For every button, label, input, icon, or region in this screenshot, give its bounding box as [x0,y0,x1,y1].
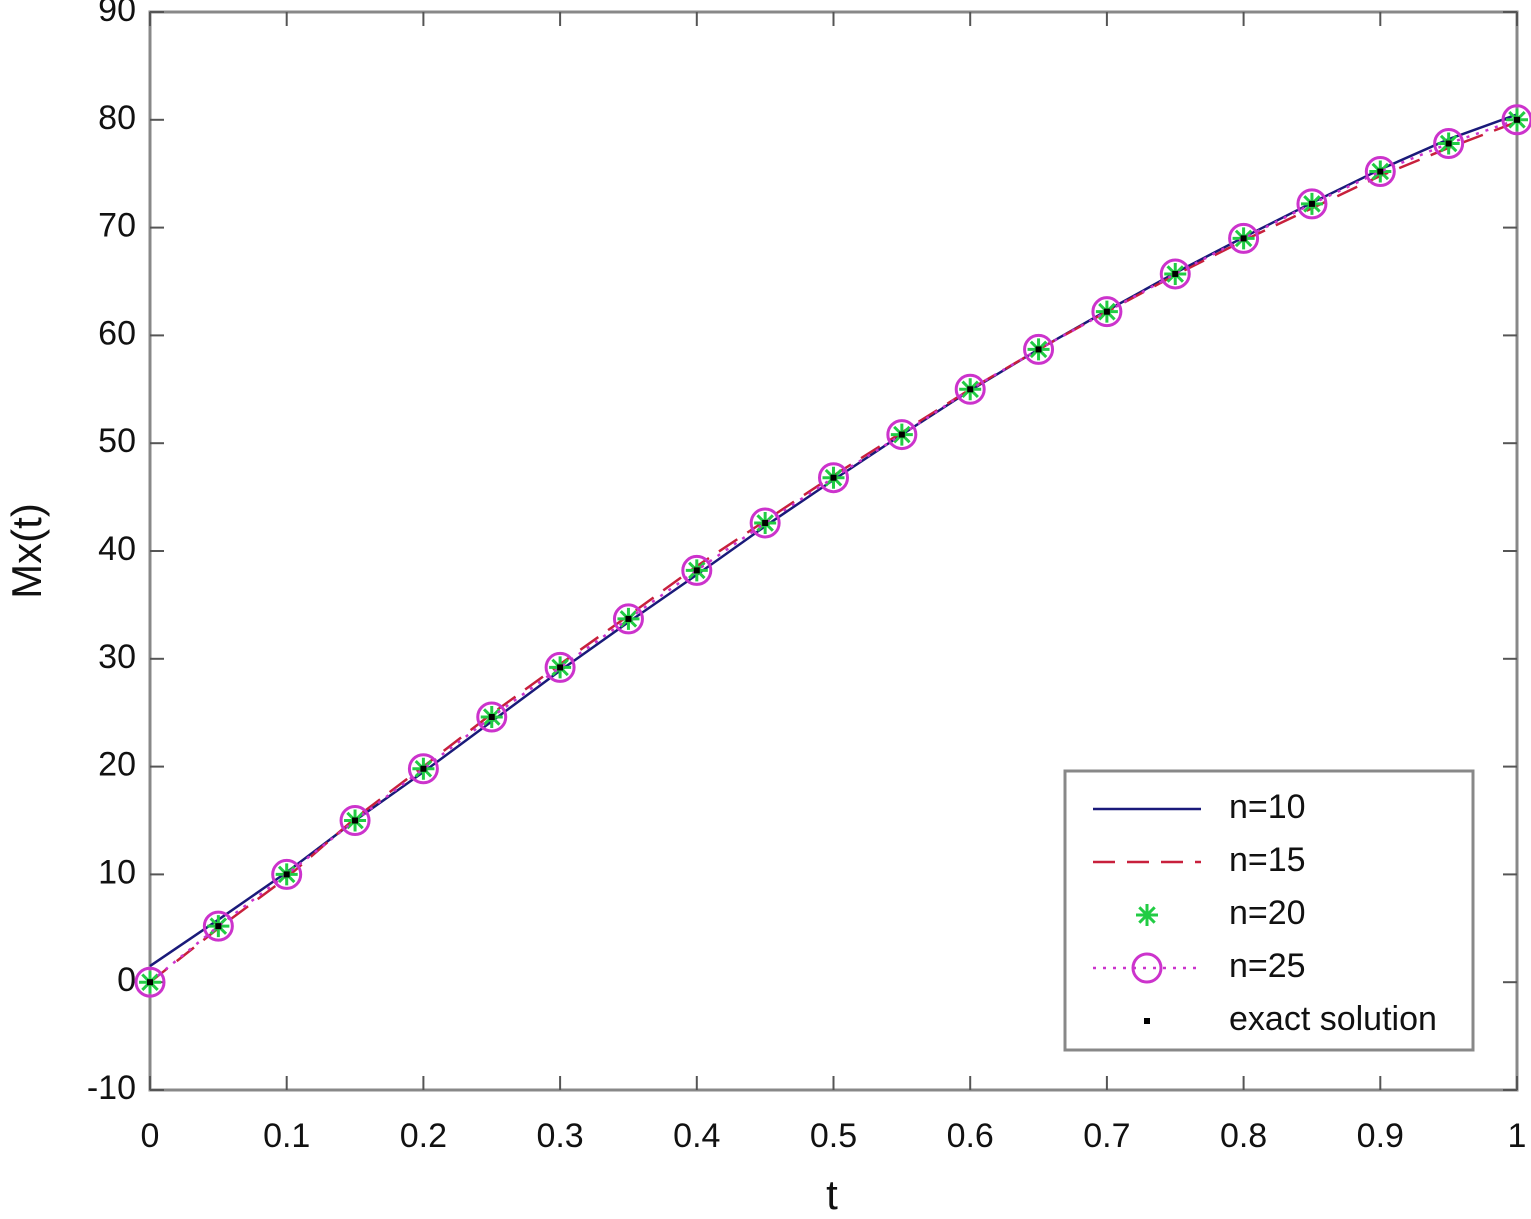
x-axis-label: t [826,1171,838,1218]
x-tick-label: 0.7 [1083,1117,1130,1155]
dot-marker [420,765,427,772]
dot-marker [898,431,905,438]
x-tick-label: 1 [1508,1117,1527,1155]
y-tick-label: 80 [98,99,136,137]
x-tick-label: 0.8 [1220,1117,1267,1155]
legend-label: n=10 [1229,788,1306,826]
y-tick-label: 40 [98,530,136,568]
circle-marker [544,651,576,683]
circle-marker [818,462,849,494]
x-tick-label: 0.9 [1357,1117,1404,1155]
y-tick-label: 20 [98,746,136,784]
dot-marker [1172,270,1179,277]
legend-box [1063,769,1475,1052]
legend-label: n=25 [1229,947,1306,985]
legend-label: n=15 [1229,841,1306,879]
circle-marker [681,554,713,586]
y-axis-label: Mx(t) [3,503,50,599]
x-tick-label: 0.5 [810,1117,857,1155]
circle-marker [1091,296,1123,328]
legend-label: exact solution [1229,1000,1437,1038]
circle-marker [1023,333,1055,365]
circle-marker [954,373,986,405]
circle-marker [612,603,644,635]
dot-marker [283,871,290,878]
circle-marker [1364,156,1396,188]
y-tick-label: 60 [98,314,136,352]
dot-marker [557,664,564,671]
y-tick-label: 90 [98,0,136,29]
legend-label: n=20 [1229,894,1306,932]
circle-marker [134,966,166,998]
x-tick-label: 0.1 [263,1117,310,1155]
dot-marker [352,817,359,824]
y-tick-label: 30 [98,638,136,676]
dot-marker [693,567,700,574]
x-tick-label: 0 [141,1117,160,1155]
x-tick-label: 0.2 [400,1117,447,1155]
y-tick-label: 10 [98,853,136,891]
x-tick-label: 0.6 [947,1117,994,1155]
circle-marker [271,858,303,890]
circle-marker [1159,258,1191,290]
circle-marker [886,419,918,451]
dot-marker [488,714,495,721]
circle-marker [202,910,234,942]
y-tick-label: -10 [87,1069,136,1107]
circle-marker [1228,222,1260,254]
circle-marker [1501,104,1531,136]
dot-marker [967,386,974,393]
y-tick-label: 50 [98,422,136,460]
legend-marker [1144,1018,1150,1024]
legend-marker [1136,904,1158,926]
circle-marker [407,753,439,785]
legend-marker [1131,952,1163,984]
dot-marker [1445,140,1452,147]
y-tick-label: 70 [98,207,136,245]
circle-marker [339,805,371,836]
dot-marker [1035,346,1042,353]
dot-marker [1308,200,1315,207]
dot-marker [1377,168,1384,175]
circle-marker [476,701,508,733]
x-tick-label: 0.3 [536,1117,583,1155]
circle-marker [749,507,781,539]
circle-marker [1296,188,1328,220]
dot-marker [625,615,632,622]
dot-marker [215,923,222,930]
dot-marker [762,519,769,526]
legend: n=10 n=15 n=20 n=25 exact solution [1063,769,1475,1052]
dot-marker [147,979,153,986]
circle-marker [1433,128,1465,160]
dot-marker [1514,116,1520,123]
y-tick-label: 0 [117,961,136,999]
x-tick-label: 0.4 [673,1117,720,1155]
dot-marker [1240,235,1247,242]
dot-marker [830,474,837,481]
dot-marker [1103,308,1110,315]
